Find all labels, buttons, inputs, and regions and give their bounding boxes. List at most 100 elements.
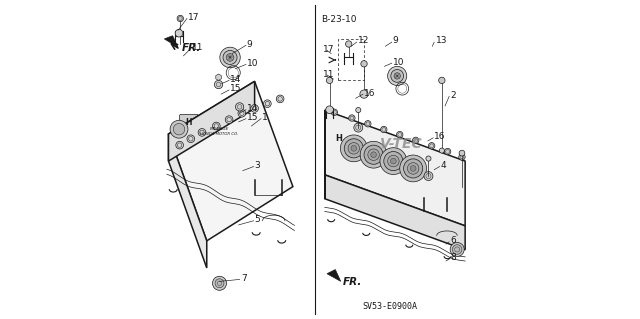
Circle shape [348,143,360,154]
Polygon shape [168,81,255,161]
Circle shape [360,90,368,98]
FancyBboxPatch shape [180,115,198,131]
Circle shape [391,70,404,82]
Circle shape [177,15,184,22]
Circle shape [351,145,356,151]
Circle shape [368,149,380,160]
Text: 9: 9 [246,40,252,48]
Circle shape [459,150,465,156]
Circle shape [326,106,333,114]
Circle shape [214,80,223,89]
Circle shape [364,145,383,164]
Text: 14: 14 [230,75,241,84]
Text: 17: 17 [323,45,334,54]
Circle shape [223,50,237,64]
Polygon shape [324,175,465,250]
Text: V-TEC: V-TEC [380,137,422,151]
Circle shape [400,155,426,182]
Circle shape [212,122,220,130]
Circle shape [381,126,387,133]
Text: 10: 10 [246,59,258,68]
Circle shape [390,158,396,164]
Circle shape [220,47,240,68]
Text: 9: 9 [393,36,399,45]
Circle shape [380,148,407,174]
Text: HONDA MOTOR CO.: HONDA MOTOR CO. [200,132,239,136]
Text: 14: 14 [246,104,258,113]
Text: H: H [336,134,342,143]
Circle shape [225,116,233,123]
Circle shape [187,135,195,143]
Circle shape [226,54,234,61]
Text: 3: 3 [255,161,260,170]
Text: 1: 1 [262,113,268,122]
Circle shape [413,137,419,144]
Text: H: H [186,118,192,127]
Text: 5: 5 [255,215,260,224]
Text: 12: 12 [358,36,369,45]
Circle shape [439,148,444,153]
Circle shape [276,95,284,103]
Circle shape [251,105,259,112]
Polygon shape [164,36,178,47]
Text: 8: 8 [450,253,456,262]
Text: FR.: FR. [182,43,202,54]
Text: SV53-E0900A: SV53-E0900A [363,302,418,311]
Circle shape [238,109,246,117]
Circle shape [173,123,185,135]
Circle shape [426,156,431,161]
Circle shape [170,120,188,138]
Circle shape [428,143,435,149]
Text: 7: 7 [241,274,246,283]
Circle shape [215,279,224,288]
Text: 16: 16 [364,89,376,98]
Circle shape [450,242,464,256]
Text: 16: 16 [434,132,445,141]
Circle shape [175,29,183,37]
Circle shape [438,77,445,84]
Circle shape [344,139,364,158]
Circle shape [326,77,333,84]
Text: 13: 13 [435,36,447,45]
Text: 6: 6 [450,236,456,245]
Polygon shape [168,81,293,241]
FancyBboxPatch shape [329,130,349,148]
Circle shape [340,135,367,162]
Circle shape [236,103,244,111]
Circle shape [349,115,355,121]
Text: 17: 17 [188,13,199,22]
Bar [338,39,364,80]
Circle shape [198,129,206,136]
Circle shape [388,155,399,167]
Text: 10: 10 [393,58,404,67]
Circle shape [346,41,352,47]
Text: B-23-10: B-23-10 [321,15,356,24]
Circle shape [365,121,371,127]
Text: 11: 11 [192,43,204,52]
Circle shape [410,166,416,171]
Text: 15: 15 [230,84,241,93]
Text: 15: 15 [246,113,258,122]
Circle shape [452,245,462,254]
Circle shape [408,163,419,174]
Polygon shape [168,134,207,268]
Circle shape [388,66,407,85]
Circle shape [354,123,363,132]
Circle shape [331,109,337,115]
Text: 11: 11 [323,70,334,78]
Circle shape [459,154,465,160]
Polygon shape [324,110,465,226]
Text: MILEAGE: MILEAGE [210,127,229,131]
Circle shape [397,131,403,138]
Circle shape [356,108,361,113]
Circle shape [384,152,403,171]
Text: 4: 4 [440,161,446,170]
Circle shape [394,73,401,79]
Circle shape [404,159,422,178]
Circle shape [212,276,227,290]
Circle shape [264,100,271,108]
Circle shape [360,141,387,168]
Circle shape [361,61,367,67]
Circle shape [371,152,376,158]
Circle shape [176,141,184,149]
